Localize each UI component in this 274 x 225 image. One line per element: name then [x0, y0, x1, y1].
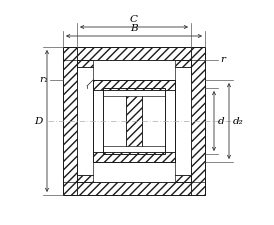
Bar	[77, 175, 93, 182]
Bar	[63, 47, 205, 195]
Bar	[63, 47, 77, 195]
Text: d: d	[218, 117, 225, 126]
Text: C: C	[130, 15, 138, 24]
Bar	[191, 47, 205, 195]
Bar	[175, 60, 191, 67]
Bar	[93, 80, 175, 90]
Bar	[63, 47, 205, 60]
Text: D: D	[35, 117, 43, 126]
Bar	[175, 175, 191, 182]
Bar	[126, 96, 142, 146]
Bar	[63, 182, 205, 195]
Bar	[103, 88, 165, 154]
Bar	[93, 152, 175, 162]
Text: d₂: d₂	[233, 117, 244, 126]
Text: r: r	[220, 56, 225, 65]
Text: B: B	[130, 24, 138, 33]
Bar	[93, 80, 175, 162]
Bar	[77, 60, 93, 67]
Text: r₁: r₁	[39, 76, 48, 85]
